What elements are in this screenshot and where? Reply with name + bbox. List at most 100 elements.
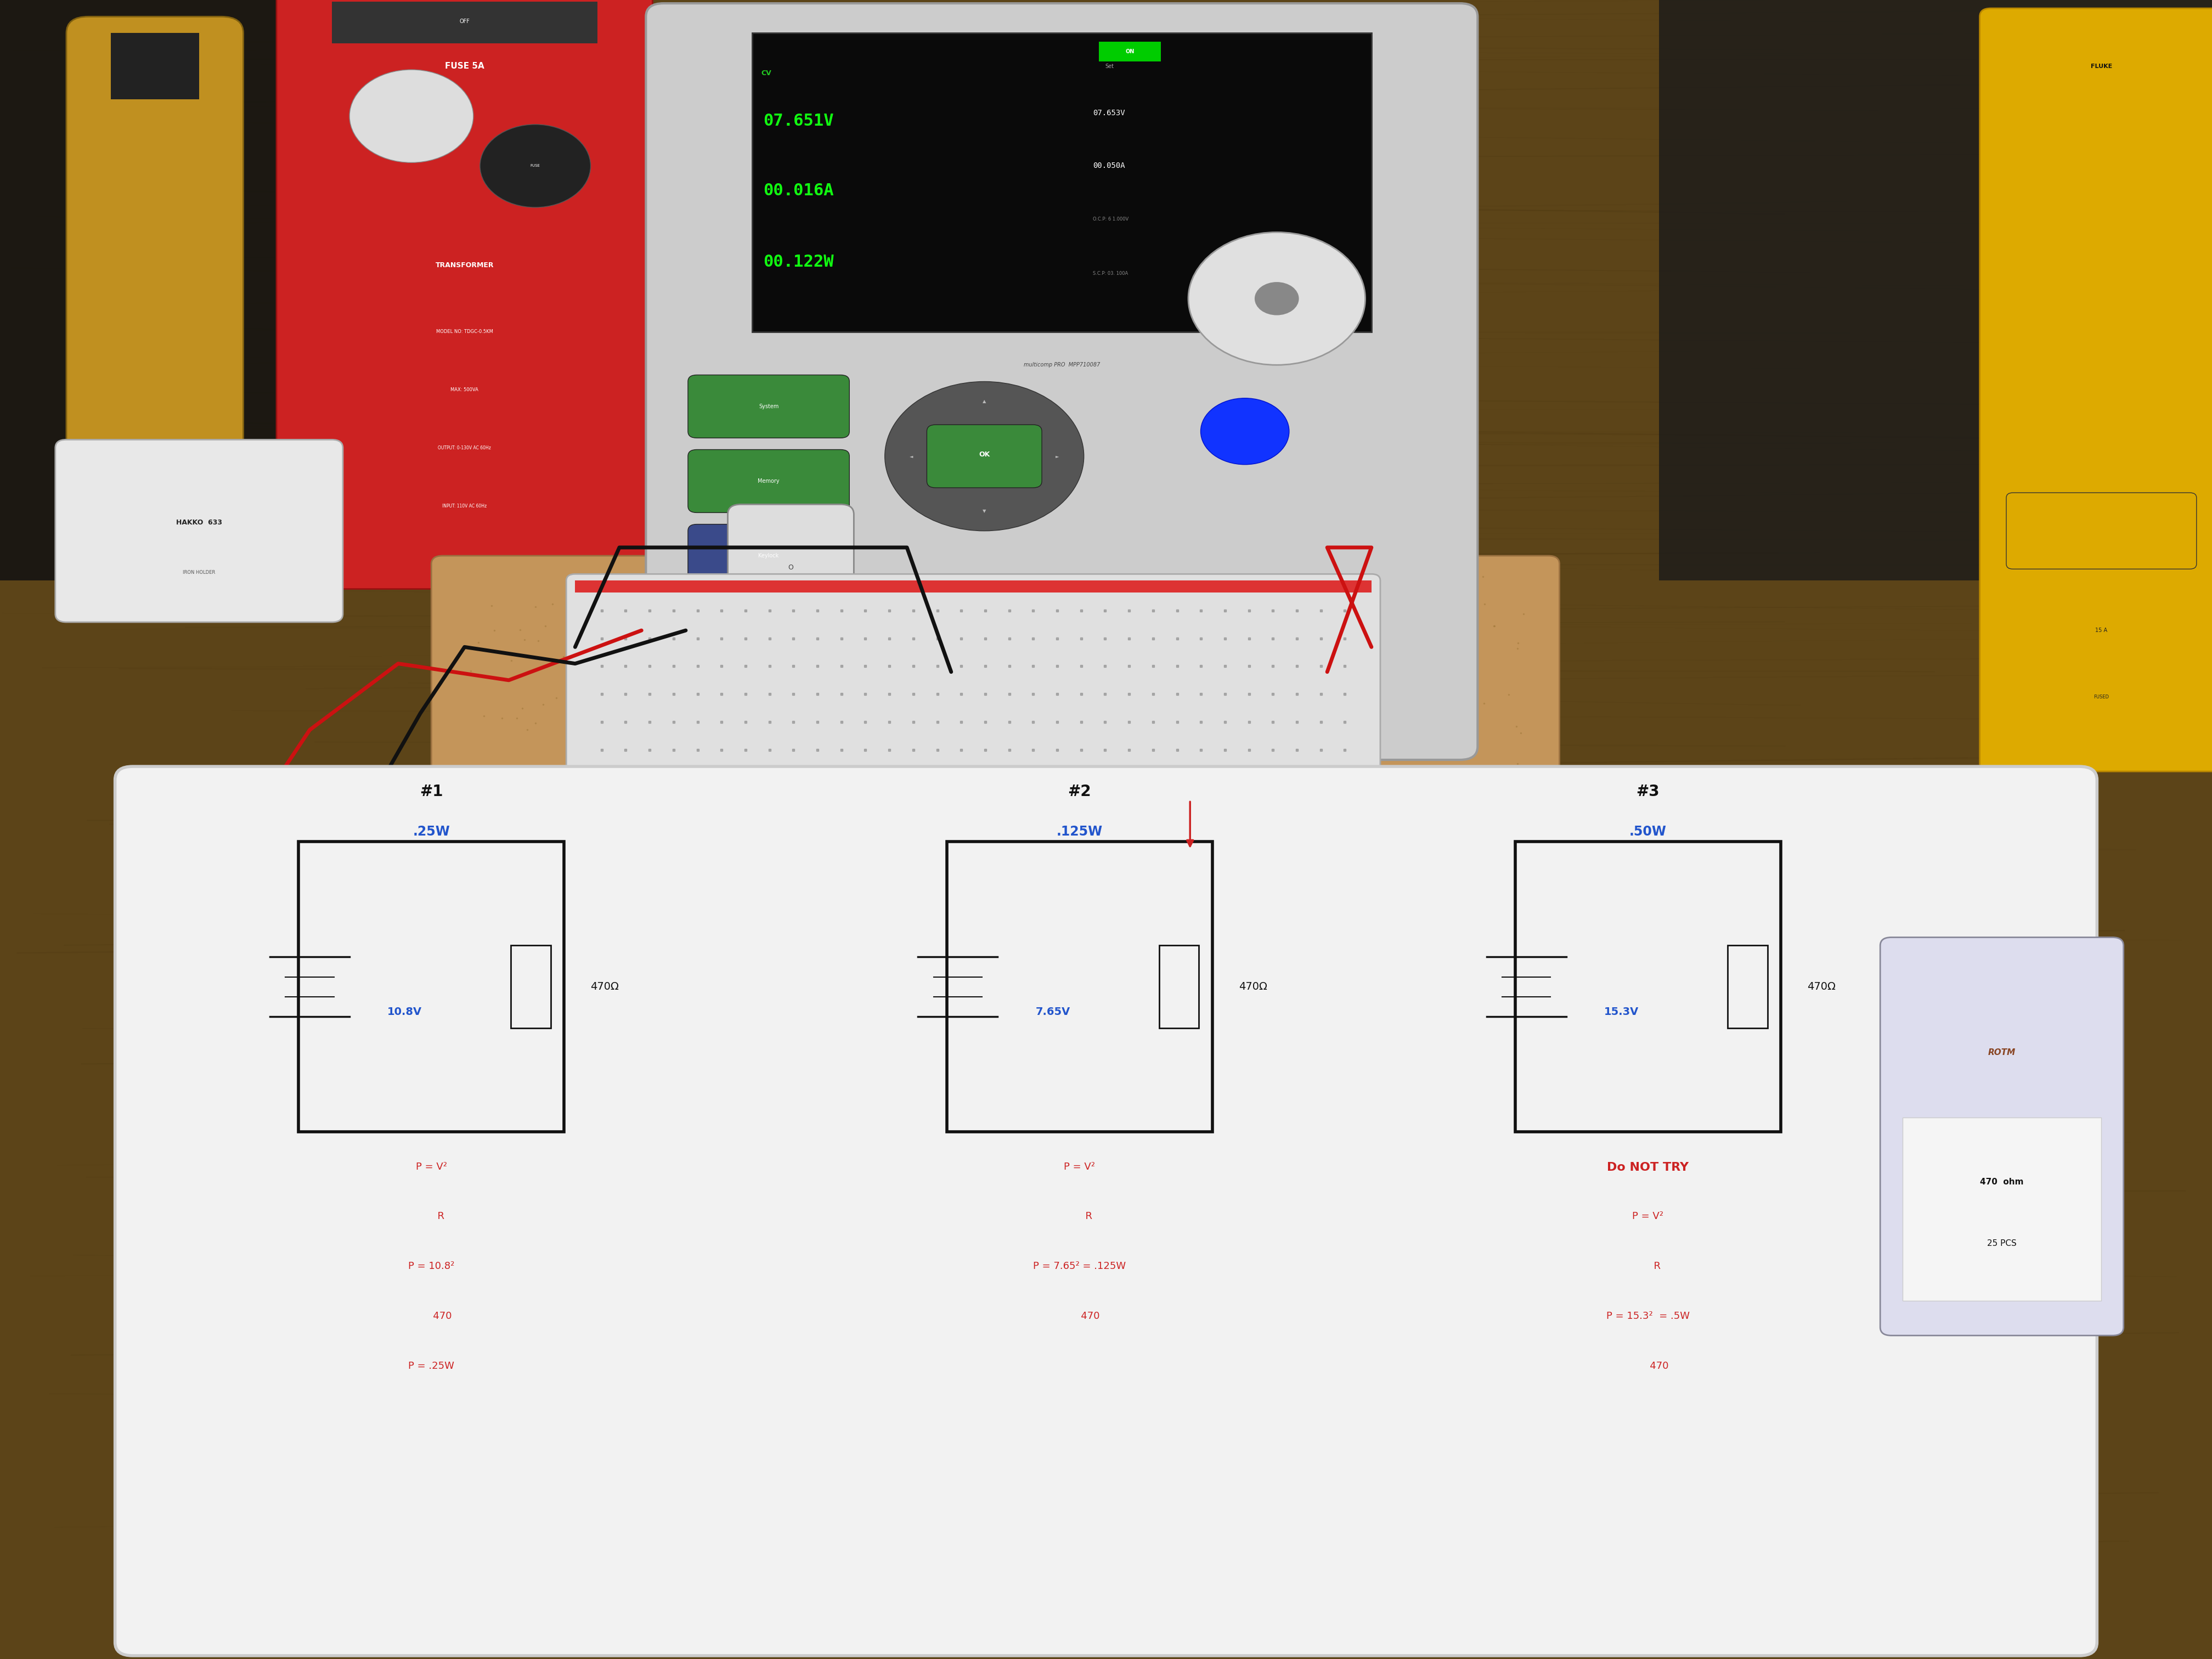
Text: 15 A: 15 A [2095, 627, 2108, 634]
Text: Memory: Memory [759, 478, 779, 484]
Text: MODEL NO: TDGC-0.5KM: MODEL NO: TDGC-0.5KM [436, 330, 493, 333]
Bar [1659, 0, 2212, 581]
Text: ⚠: ⚠ [1190, 649, 1203, 662]
Text: ▲: ▲ [982, 400, 987, 403]
Text: FLUKE: FLUKE [2090, 63, 2112, 70]
Text: P = V²: P = V² [1632, 1211, 1663, 1221]
Text: MAX: 500VA: MAX: 500VA [451, 388, 478, 392]
Text: 00.050A: 00.050A [1093, 163, 1126, 169]
Text: 25 PCS: 25 PCS [1986, 1239, 2017, 1248]
Circle shape [480, 124, 591, 207]
Text: #2: #2 [1068, 785, 1091, 800]
Text: ROTM: ROTM [1989, 1048, 2015, 1057]
Text: 470: 470 [411, 1311, 451, 1321]
Text: O.C.P: 6 1.000V: O.C.P: 6 1.000V [1093, 217, 1128, 221]
Text: Keylock: Keylock [759, 552, 779, 559]
Bar [1902, 1118, 2101, 1301]
Text: FUSE: FUSE [531, 164, 540, 168]
Text: ON: ON [1126, 48, 1135, 55]
Text: 15.3V: 15.3V [1604, 1007, 1639, 1017]
FancyBboxPatch shape [646, 3, 1478, 760]
Bar [575, 581, 1371, 592]
FancyBboxPatch shape [276, 0, 653, 589]
Text: OFF: OFF [460, 18, 469, 25]
Text: P = 15.3²  = .5W: P = 15.3² = .5W [1606, 1311, 1690, 1321]
Text: IRON HOLDER: IRON HOLDER [184, 571, 215, 574]
Text: FUSED: FUSED [2095, 695, 2108, 698]
Text: .50W: .50W [1630, 825, 1666, 838]
Circle shape [1099, 642, 1179, 702]
Text: ⏚: ⏚ [1137, 669, 1141, 675]
Text: CV: CV [761, 70, 772, 76]
FancyBboxPatch shape [115, 766, 2097, 1656]
Bar [1099, 41, 1161, 61]
Text: 470: 470 [1060, 1311, 1099, 1321]
Text: INPUT: 110V AC 60Hz: INPUT: 110V AC 60Hz [442, 504, 487, 508]
Text: HOLD: HOLD [2093, 544, 2110, 551]
Circle shape [1254, 282, 1298, 315]
Text: 470Ω: 470Ω [591, 982, 619, 992]
Bar [575, 768, 1371, 780]
Bar [0, 0, 288, 581]
FancyBboxPatch shape [431, 556, 1559, 854]
Text: P = .25W: P = .25W [409, 1360, 453, 1370]
Circle shape [349, 70, 473, 163]
Text: 07.653V: 07.653V [1093, 109, 1126, 116]
Bar [947, 841, 1212, 1131]
Text: HAKKO  633: HAKKO 633 [177, 519, 221, 526]
Text: TRANSFORMER: TRANSFORMER [436, 262, 493, 269]
Text: OUTPUT: 0-130V AC 60Hz: OUTPUT: 0-130V AC 60Hz [438, 446, 491, 450]
Circle shape [885, 382, 1084, 531]
Bar [111, 33, 199, 100]
FancyBboxPatch shape [55, 440, 343, 622]
Bar [752, 33, 1371, 332]
FancyBboxPatch shape [688, 524, 849, 587]
Text: R: R [1066, 1211, 1093, 1221]
Text: multicomp pro: multicomp pro [1040, 38, 1084, 45]
FancyBboxPatch shape [688, 375, 849, 438]
Bar [1515, 841, 1781, 1131]
Text: S.C.P: 03. 100A: S.C.P: 03. 100A [1093, 272, 1128, 275]
Text: 00.122W: 00.122W [763, 254, 834, 270]
Text: Do NOT TRY: Do NOT TRY [1608, 1161, 1688, 1173]
Text: 07.651V: 07.651V [763, 113, 834, 129]
Text: 00.016A: 00.016A [763, 182, 834, 199]
Text: 10.8V: 10.8V [387, 1007, 422, 1017]
Text: Set: Set [1106, 63, 1115, 70]
FancyBboxPatch shape [1980, 8, 2212, 771]
FancyBboxPatch shape [927, 425, 1042, 488]
Bar [1728, 946, 1767, 1029]
Text: O: O [787, 564, 794, 571]
Text: ►: ► [1055, 455, 1060, 458]
Text: P = 7.65² = .125W: P = 7.65² = .125W [1033, 1261, 1126, 1271]
Text: 470Ω: 470Ω [1239, 982, 1267, 992]
Text: OK: OK [978, 451, 991, 458]
Text: FUSE 5A: FUSE 5A [445, 63, 484, 70]
Bar [1159, 946, 1199, 1029]
Text: P = V²: P = V² [1064, 1161, 1095, 1171]
FancyBboxPatch shape [2006, 493, 2197, 569]
Text: P = 10.8²: P = 10.8² [409, 1261, 453, 1271]
Text: +: + [1325, 669, 1329, 675]
Text: .125W: .125W [1057, 825, 1102, 838]
Text: System: System [759, 403, 779, 410]
Bar [299, 841, 564, 1131]
FancyBboxPatch shape [1880, 937, 2124, 1335]
Text: 470Ω: 470Ω [1807, 982, 1836, 992]
Text: ◄: ◄ [909, 455, 914, 458]
FancyBboxPatch shape [566, 574, 1380, 786]
Bar [511, 946, 551, 1029]
Text: multicomp PRO  MPP710087: multicomp PRO MPP710087 [1024, 362, 1099, 368]
Text: 470: 470 [1628, 1360, 1668, 1370]
FancyBboxPatch shape [66, 17, 243, 514]
Circle shape [1287, 642, 1367, 702]
Text: .25W: .25W [414, 825, 449, 838]
Circle shape [911, 642, 991, 702]
Text: 7.65V: 7.65V [1035, 1007, 1071, 1017]
Text: R: R [1635, 1261, 1661, 1271]
Text: ▼: ▼ [982, 509, 987, 513]
FancyBboxPatch shape [728, 504, 854, 632]
Text: P = V²: P = V² [416, 1161, 447, 1171]
Text: #1: #1 [420, 785, 442, 800]
Circle shape [1188, 232, 1365, 365]
